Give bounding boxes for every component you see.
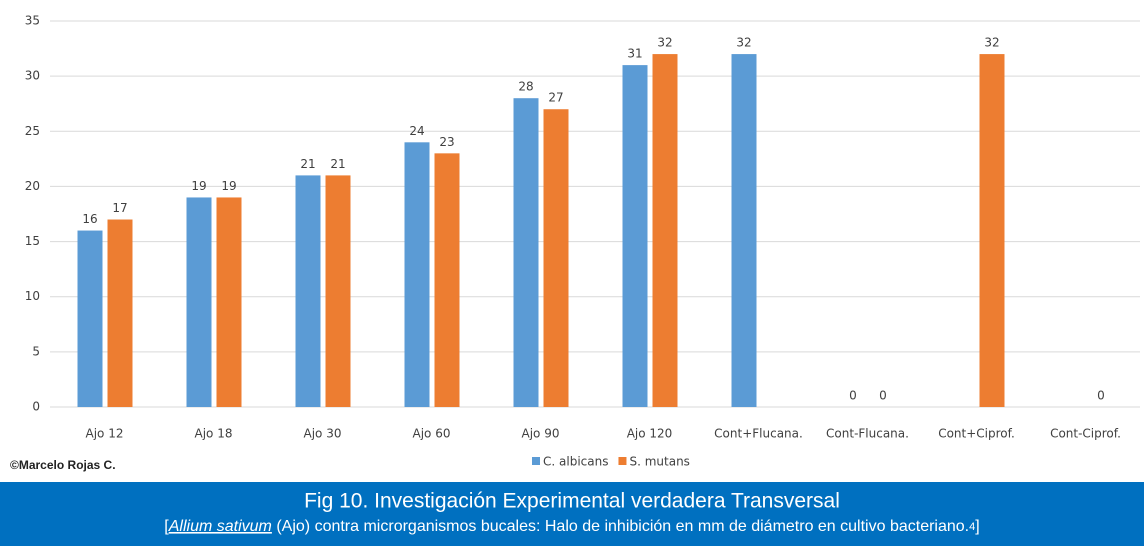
bar — [652, 54, 678, 407]
x-tick-label: Cont+Ciprof. — [938, 427, 1015, 441]
credit: ©Marcelo Rojas C. — [10, 458, 116, 472]
data-label: 31 — [627, 47, 642, 61]
bar — [77, 230, 103, 407]
y-tick-label: 10 — [25, 289, 40, 303]
data-label: 0 — [1097, 389, 1105, 403]
data-label: 32 — [984, 36, 999, 50]
bar — [434, 153, 460, 407]
data-label: 24 — [409, 124, 424, 138]
x-tick-label: Ajo 12 — [86, 427, 124, 441]
bar — [295, 175, 321, 407]
y-tick-label: 20 — [25, 179, 40, 193]
data-label: 0 — [849, 389, 857, 403]
x-tick-label: Ajo 30 — [304, 427, 342, 441]
caption-ref: 4 — [969, 521, 975, 533]
y-tick-label: 0 — [32, 400, 40, 414]
caption-part: ] — [975, 518, 979, 535]
data-label: 19 — [221, 179, 236, 193]
data-label: 16 — [82, 212, 97, 226]
bar — [543, 109, 569, 407]
bar — [731, 54, 757, 407]
caption-title: Fig 10. Investigación Experimental verda… — [304, 490, 840, 513]
bar — [513, 98, 539, 407]
bar — [404, 142, 430, 408]
data-label: 19 — [191, 179, 206, 193]
legend-label: S. mutans — [629, 455, 689, 469]
x-tick-label: Ajo 18 — [195, 427, 233, 441]
data-label: 27 — [548, 91, 563, 105]
y-tick-label: 30 — [25, 69, 40, 83]
bar — [186, 197, 212, 407]
bar — [325, 175, 351, 407]
y-tick-label: 15 — [25, 234, 40, 248]
data-label: 21 — [330, 157, 345, 171]
y-tick-label: 5 — [32, 344, 40, 358]
caption-part: [ — [164, 518, 169, 535]
data-label: 17 — [112, 201, 127, 215]
y-tick-label: 25 — [25, 124, 40, 138]
x-tick-label: Ajo 120 — [627, 427, 673, 441]
legend-swatch — [532, 457, 540, 465]
x-tick-label: Cont-Ciprof. — [1050, 427, 1121, 441]
bar — [107, 219, 133, 407]
x-tick-label: Ajo 60 — [413, 427, 451, 441]
caption-species: Allium sativum — [168, 518, 272, 535]
bar — [979, 54, 1005, 407]
bar — [622, 65, 648, 407]
data-label: 32 — [657, 36, 672, 50]
x-tick-label: Cont+Flucana. — [714, 427, 803, 441]
data-label: 32 — [736, 36, 751, 50]
y-tick-label: 35 — [25, 14, 40, 28]
data-label: 21 — [300, 157, 315, 171]
caption-subtitle: [Allium sativum (Ajo) contra microrganis… — [164, 518, 979, 535]
data-label: 23 — [439, 135, 454, 149]
data-label: 28 — [518, 80, 533, 94]
legend-label: C. albicans — [543, 455, 608, 469]
legend-swatch — [618, 457, 627, 465]
caption-part: (Ajo) contra microrganismos bucales: Hal… — [272, 518, 969, 535]
x-tick-label: Ajo 90 — [522, 427, 560, 441]
data-label: 0 — [879, 389, 887, 403]
x-tick-label: Cont-Flucana. — [826, 427, 909, 441]
caption-band — [0, 482, 1144, 546]
bar — [216, 197, 242, 407]
